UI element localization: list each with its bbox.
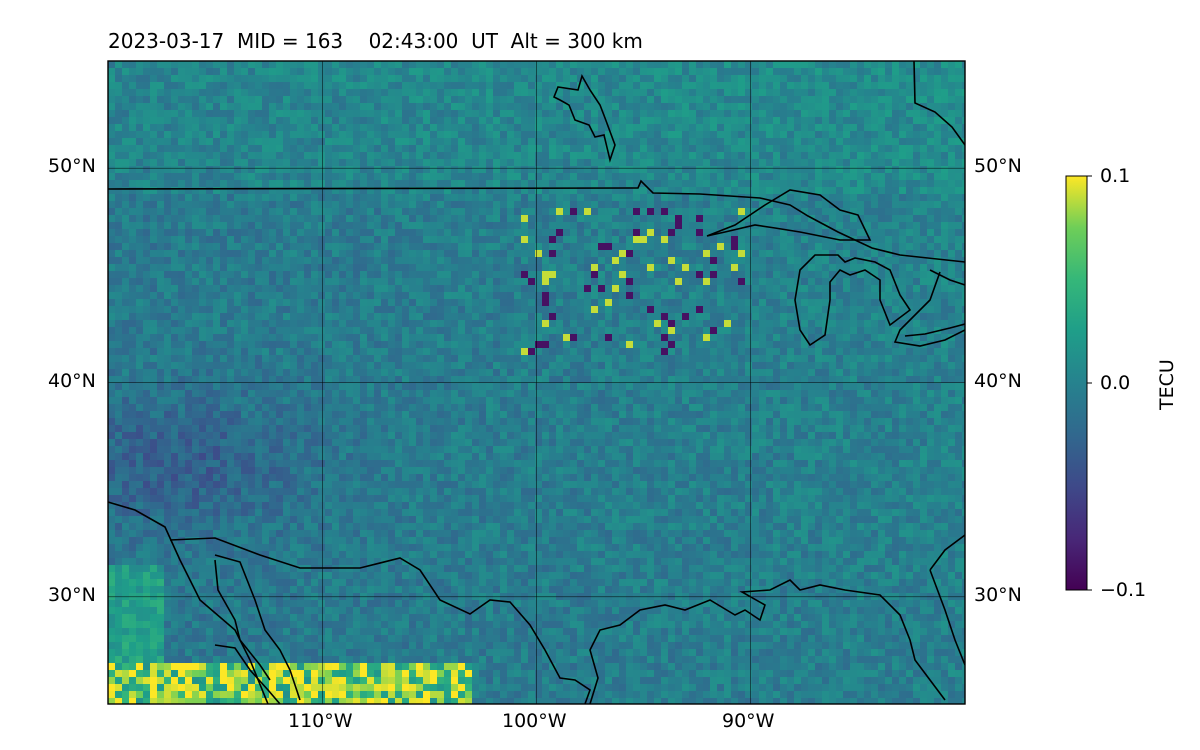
lat-label-left: 50°N	[48, 155, 96, 177]
lat-label-right: 30°N	[974, 584, 1022, 606]
lat-label-left: 40°N	[48, 370, 96, 392]
gulf-california	[214, 554, 301, 701]
florida-coast	[929, 534, 965, 666]
colorbar-tick-label: 0.0	[1100, 372, 1131, 394]
baja-peninsula	[169, 537, 591, 704]
hudson-bay-coast	[913, 61, 965, 146]
lat-label-left: 30°N	[48, 584, 96, 606]
gridlines	[108, 61, 965, 704]
colorbar-label: TECU	[1156, 359, 1178, 410]
texas-gulf-coast	[589, 579, 946, 704]
lat-label-right: 50°N	[974, 155, 1022, 177]
map-frame	[107, 60, 966, 705]
lake-superior	[706, 189, 872, 241]
lake-huron	[893, 269, 965, 347]
colorbar-tick-label: 0.1	[1100, 165, 1131, 187]
sonora-coast	[214, 644, 281, 704]
mexico-pacific-coast	[108, 501, 269, 704]
lat-label-right: 40°N	[974, 370, 1022, 392]
colorbar-gradient	[1065, 175, 1088, 591]
map-title: 2023-03-17 MID = 163 02:43:00 UT Alt = 3…	[108, 29, 643, 53]
lake-erie	[904, 323, 965, 337]
coastlines	[108, 61, 965, 704]
lon-label: 110°W	[288, 710, 353, 732]
us-canada-border	[108, 179, 965, 263]
lake-michigan	[794, 254, 912, 347]
lon-label: 90°W	[722, 710, 775, 732]
lon-label: 100°W	[502, 710, 567, 732]
lake-winnipeg	[552, 73, 616, 163]
colorbar-tick-label: −0.1	[1100, 579, 1147, 601]
colorbar	[1065, 175, 1092, 591]
tec-heatmap	[108, 61, 965, 704]
